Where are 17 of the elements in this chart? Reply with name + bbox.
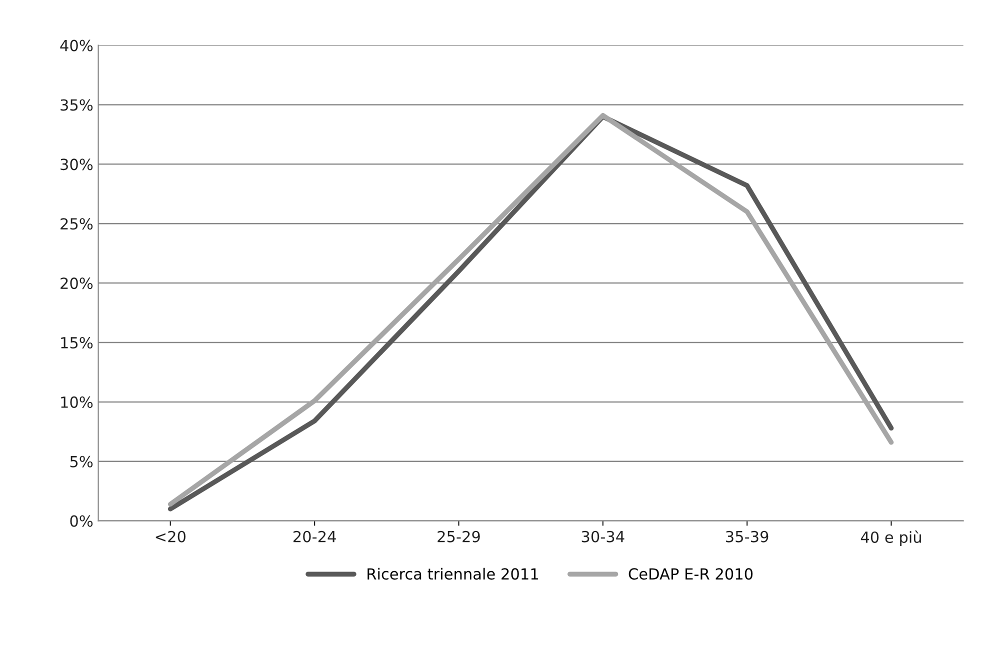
legend-label: CeDAP E-R 2010: [628, 568, 753, 580]
y-tick-label: 30%: [60, 158, 93, 170]
y-tick-label: 0%: [70, 515, 93, 527]
y-tick-label: 40%: [60, 40, 93, 52]
x-tick-label: <20: [156, 530, 186, 542]
y-tick-label: 10%: [61, 396, 93, 408]
y-tick-label: 5%: [70, 456, 93, 468]
x-tick-label: 20-24: [293, 530, 336, 542]
x-tick-label: 35-39: [726, 530, 768, 542]
x-tick-label: 25-29: [438, 530, 480, 542]
y-tick-label: 15%: [61, 336, 93, 349]
x-tick-label: 30-34: [582, 530, 624, 542]
legend-label: Ricerca triennale 2011: [368, 568, 538, 580]
x-tick-label: 40 e più: [860, 530, 921, 546]
y-tick-label: 20%: [60, 278, 93, 290]
y-tick-label: 35%: [60, 99, 93, 111]
y-tick-label: 25%: [60, 218, 93, 230]
